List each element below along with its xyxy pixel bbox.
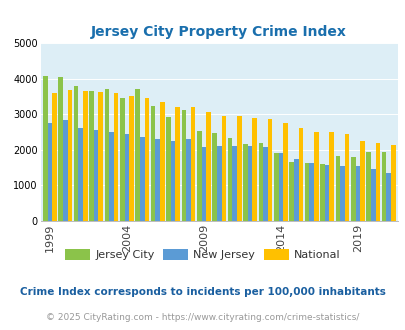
Bar <box>375 143 379 221</box>
Bar <box>298 128 303 221</box>
Bar <box>190 107 195 221</box>
Bar <box>335 156 339 221</box>
Bar <box>227 138 232 221</box>
Bar <box>381 151 386 221</box>
Bar <box>304 163 309 221</box>
Bar <box>247 146 252 221</box>
Bar <box>155 139 160 221</box>
Bar <box>206 113 210 221</box>
Bar <box>124 134 129 221</box>
Bar <box>104 89 109 221</box>
Bar <box>252 118 256 221</box>
Bar <box>89 91 94 221</box>
Bar <box>47 123 52 221</box>
Bar <box>278 153 282 221</box>
Bar <box>243 145 247 221</box>
Bar <box>258 143 262 221</box>
Bar <box>135 89 140 221</box>
Bar <box>160 102 164 221</box>
Bar <box>196 131 201 221</box>
Bar <box>273 153 278 221</box>
Bar <box>262 147 267 221</box>
Bar <box>359 141 364 221</box>
Bar <box>181 110 185 221</box>
Bar <box>140 137 144 221</box>
Bar <box>63 120 67 221</box>
Bar <box>221 116 226 221</box>
Bar <box>386 173 390 221</box>
Bar <box>328 132 333 221</box>
Bar <box>166 117 171 221</box>
Bar <box>175 107 179 221</box>
Bar <box>109 132 113 221</box>
Bar <box>324 165 328 221</box>
Bar <box>267 119 272 221</box>
Legend: Jersey City, New Jersey, National: Jersey City, New Jersey, National <box>61 245 344 265</box>
Bar <box>313 132 318 221</box>
Bar <box>171 141 175 221</box>
Bar <box>293 159 298 221</box>
Bar <box>282 123 287 221</box>
Bar <box>185 139 190 221</box>
Bar <box>232 146 237 221</box>
Bar <box>309 163 313 221</box>
Bar <box>390 145 394 221</box>
Bar <box>350 157 355 221</box>
Bar <box>150 106 155 221</box>
Bar <box>216 146 221 221</box>
Bar <box>319 164 324 221</box>
Bar <box>78 128 83 221</box>
Bar <box>339 166 344 221</box>
Bar <box>289 162 293 221</box>
Bar <box>94 130 98 221</box>
Bar <box>119 98 124 221</box>
Bar <box>201 147 206 221</box>
Bar <box>344 134 349 221</box>
Bar <box>237 116 241 221</box>
Bar <box>52 93 57 221</box>
Bar <box>113 93 118 221</box>
Title: Jersey City Property Crime Index: Jersey City Property Crime Index <box>91 25 346 39</box>
Bar <box>43 76 47 221</box>
Bar <box>129 96 133 221</box>
Bar <box>212 133 216 221</box>
Bar <box>365 152 370 221</box>
Text: Crime Index corresponds to incidents per 100,000 inhabitants: Crime Index corresponds to incidents per… <box>20 287 385 297</box>
Text: © 2025 CityRating.com - https://www.cityrating.com/crime-statistics/: © 2025 CityRating.com - https://www.city… <box>46 313 359 322</box>
Bar <box>144 98 149 221</box>
Bar <box>83 91 87 221</box>
Bar <box>67 90 72 221</box>
Bar <box>74 86 78 221</box>
Bar <box>98 92 103 221</box>
Bar <box>355 166 359 221</box>
Bar <box>370 169 375 221</box>
Bar <box>58 78 63 221</box>
